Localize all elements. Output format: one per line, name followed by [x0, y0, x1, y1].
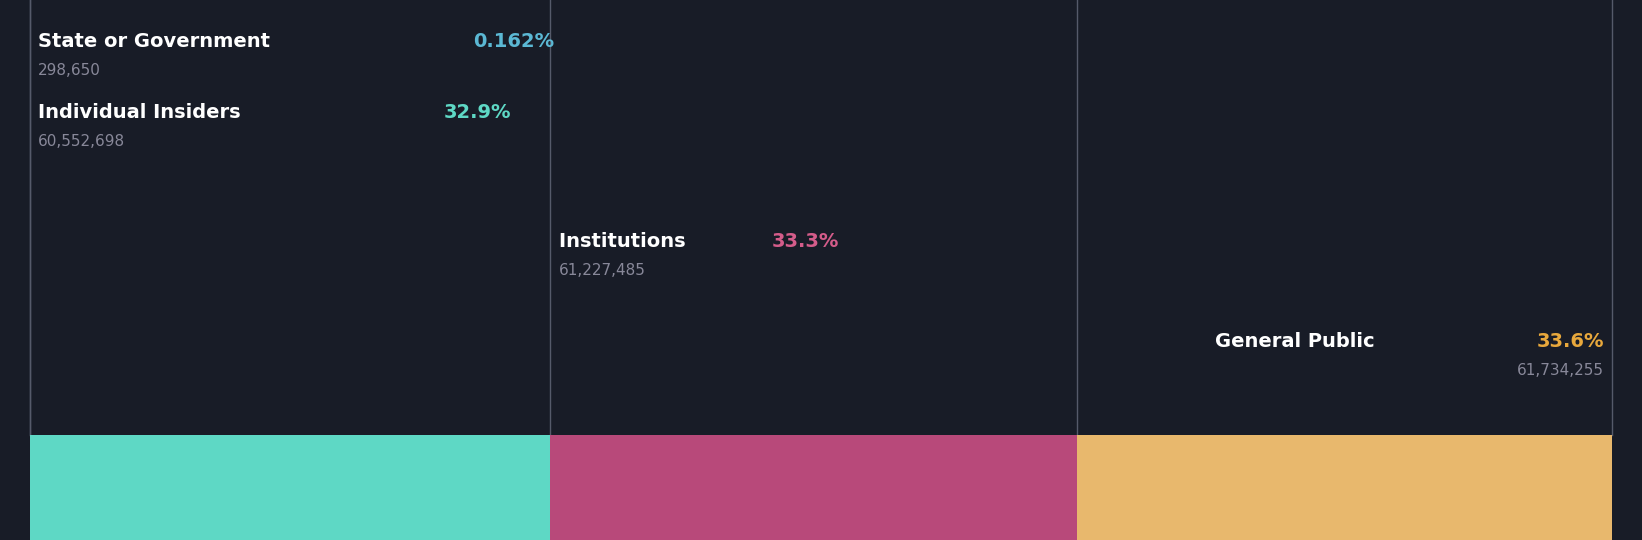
Text: 33.3%: 33.3%: [772, 232, 839, 251]
Text: Institutions: Institutions: [558, 232, 691, 251]
Text: 61,227,485: 61,227,485: [558, 263, 645, 278]
Text: 61,734,255: 61,734,255: [1517, 363, 1604, 378]
Text: Individual Insiders: Individual Insiders: [38, 103, 248, 122]
Text: 298,650: 298,650: [38, 63, 100, 78]
Bar: [30, 435, 550, 540]
Text: 32.9%: 32.9%: [443, 103, 511, 122]
Bar: [550, 435, 1077, 540]
Bar: [30, 435, 550, 540]
Text: General Public: General Public: [1215, 332, 1381, 351]
Text: State or Government: State or Government: [38, 32, 276, 51]
Bar: [1077, 435, 1612, 540]
Text: 60,552,698: 60,552,698: [38, 134, 125, 149]
Text: 0.162%: 0.162%: [473, 32, 555, 51]
Text: 33.6%: 33.6%: [1537, 332, 1604, 351]
